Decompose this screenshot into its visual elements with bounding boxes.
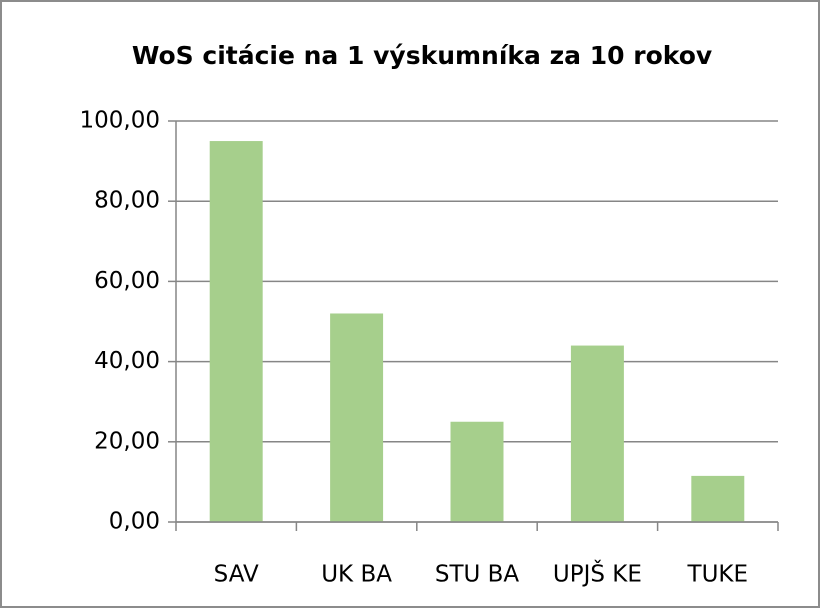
x-tick-label: TUKE — [687, 562, 749, 588]
bar — [450, 421, 504, 522]
chart-title: WoS citácie na 1 výskumníka za 10 rokov — [132, 41, 712, 70]
bar — [209, 141, 263, 523]
x-tick-label: SAV — [214, 562, 259, 588]
bar — [570, 345, 624, 522]
bar — [691, 475, 745, 522]
y-tick-label: 60,00 — [94, 268, 160, 294]
x-tick-label: UK BA — [321, 562, 392, 588]
bar — [330, 313, 384, 522]
y-tick-label: 0,00 — [109, 509, 160, 535]
y-tick-label: 20,00 — [94, 428, 160, 454]
y-tick-label: 40,00 — [94, 348, 160, 374]
x-tick-label: UPJŠ KE — [553, 560, 642, 588]
x-tick-label: STU BA — [435, 562, 520, 588]
y-tick-label: 100,00 — [80, 108, 160, 134]
y-tick-label: 80,00 — [94, 188, 160, 214]
